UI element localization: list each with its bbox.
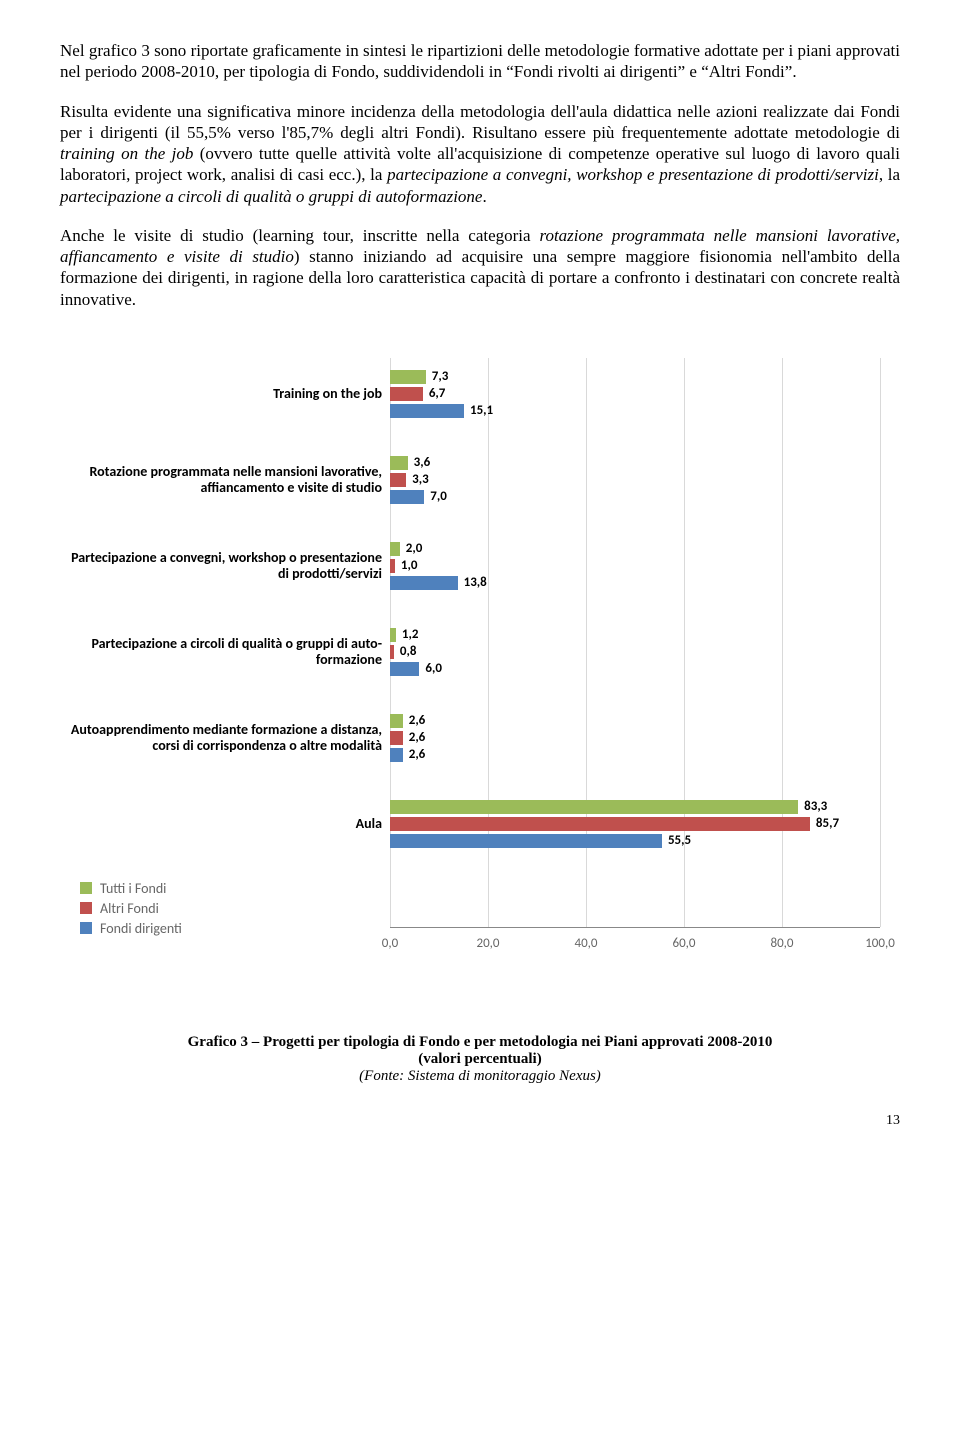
chart-category-group: Training on the job7,36,715,1 xyxy=(390,370,880,456)
chart-bar xyxy=(390,731,403,745)
caption-line-3: (Fonte: Sistema di monitoraggio Nexus) xyxy=(60,1068,900,1085)
caption-line-1: Grafico 3 – Progetti per tipologia di Fo… xyxy=(60,1034,900,1051)
chart-bar-value-label: 1,0 xyxy=(401,558,418,573)
chart-bar-value-label: 7,0 xyxy=(430,489,447,504)
paragraph-2: Risulta evidente una significativa minor… xyxy=(60,101,900,207)
chart-bar xyxy=(390,714,403,728)
chart-bar-value-label: 85,7 xyxy=(816,816,839,831)
chart-plot-area: 0,020,040,060,080,0100,0Training on the … xyxy=(390,358,880,928)
chart-bar-value-label: 13,8 xyxy=(464,575,487,590)
p2-italic-2: partecipazione a convegni, workshop e pr… xyxy=(387,165,879,184)
chart-bar xyxy=(390,370,426,384)
chart-bar-value-label: 2,6 xyxy=(409,730,426,745)
chart-bar xyxy=(390,645,394,659)
chart-legend: Tutti i Fondi Altri Fondi Fondi dirigenti xyxy=(80,877,182,940)
chart-bar-value-label: 6,0 xyxy=(425,661,442,676)
chart-caption: Grafico 3 – Progetti per tipologia di Fo… xyxy=(60,1034,900,1085)
caption-line-2: (valori percentuali) xyxy=(60,1051,900,1068)
page-number: 13 xyxy=(60,1113,900,1129)
paragraph-3: Anche le visite di studio (learning tour… xyxy=(60,225,900,310)
chart-legend-swatch xyxy=(80,922,92,934)
chart-category-label: Aula xyxy=(70,800,390,848)
chart-legend-item: Altri Fondi xyxy=(80,900,182,917)
chart-category-label: Training on the job xyxy=(70,370,390,418)
chart-bar-value-label: 2,6 xyxy=(409,713,426,728)
chart-category-group: Aula83,385,755,5 xyxy=(390,800,880,886)
chart-bar xyxy=(390,576,458,590)
chart-bar xyxy=(390,817,810,831)
chart-bar xyxy=(390,834,662,848)
chart-bar xyxy=(390,559,395,573)
chart-bar-value-label: 15,1 xyxy=(470,403,493,418)
chart-bar-value-label: 6,7 xyxy=(429,386,446,401)
chart-legend-label: Altri Fondi xyxy=(100,900,159,917)
chart-xtick-label: 100,0 xyxy=(865,936,895,951)
chart-bar xyxy=(390,800,798,814)
chart-bar-value-label: 83,3 xyxy=(804,799,827,814)
p2-italic-3: partecipazione a circoli di qualità o gr… xyxy=(60,187,482,206)
chart-xtick-label: 80,0 xyxy=(770,936,793,951)
chart-bar xyxy=(390,456,408,470)
chart-category-group: Autoapprendimento mediante formazione a … xyxy=(390,714,880,800)
p3-part-a: Anche le visite di studio (learning tour… xyxy=(60,226,539,245)
chart-bar xyxy=(390,628,396,642)
chart-bar-value-label: 2,6 xyxy=(409,747,426,762)
chart-bar xyxy=(390,542,400,556)
chart-bar xyxy=(390,490,424,504)
chart-grafico-3: 0,0 20,0 40,0 60,0 80,0 100,0 Training on the … xyxy=(60,358,900,998)
chart-legend-swatch xyxy=(80,902,92,914)
chart-legend-label: Tutti i Fondi xyxy=(100,880,166,897)
chart-xtick-label: 40,0 xyxy=(574,936,597,951)
chart-bar xyxy=(390,473,406,487)
chart-legend-label: Fondi dirigenti xyxy=(100,920,182,937)
chart-category-label: Autoapprendimento mediante formazione a … xyxy=(70,714,390,762)
p2-italic-1: training on the job xyxy=(60,144,193,163)
chart-category-label: Partecipazione a convegni, workshop o pr… xyxy=(70,542,390,590)
chart-bar-value-label: 1,2 xyxy=(402,627,419,642)
chart-bar xyxy=(390,748,403,762)
chart-category-label: Rotazione programmata nelle mansioni lav… xyxy=(70,456,390,504)
chart-category-label: Partecipazione a circoli di qualità o gr… xyxy=(70,628,390,676)
chart-gridline xyxy=(880,358,881,927)
chart-bar xyxy=(390,387,423,401)
chart-xtick-label: 60,0 xyxy=(672,936,695,951)
chart-xtick-label: 0,0 xyxy=(382,936,398,951)
paragraph-1: Nel grafico 3 sono riportate graficament… xyxy=(60,40,900,83)
chart-legend-swatch xyxy=(80,882,92,894)
chart-bar-value-label: 3,6 xyxy=(414,455,431,470)
p2-part-g: . xyxy=(482,187,486,206)
chart-legend-item: Tutti i Fondi xyxy=(80,880,182,897)
chart-bar-value-label: 0,8 xyxy=(400,644,417,659)
chart-bar-value-label: 3,3 xyxy=(412,472,429,487)
chart-category-group: Partecipazione a convegni, workshop o pr… xyxy=(390,542,880,628)
p2-part-e: , la xyxy=(879,165,900,184)
chart-bar-value-label: 7,3 xyxy=(432,369,449,384)
chart-bar-value-label: 55,5 xyxy=(668,833,691,848)
chart-category-group: Partecipazione a circoli di qualità o gr… xyxy=(390,628,880,714)
chart-bar xyxy=(390,404,464,418)
chart-bar-value-label: 2,0 xyxy=(406,541,423,556)
chart-xtick-label: 20,0 xyxy=(476,936,499,951)
chart-category-group: Rotazione programmata nelle mansioni lav… xyxy=(390,456,880,542)
chart-bar xyxy=(390,662,419,676)
chart-legend-item: Fondi dirigenti xyxy=(80,920,182,937)
p2-part-a: Risulta evidente una significativa minor… xyxy=(60,102,900,142)
